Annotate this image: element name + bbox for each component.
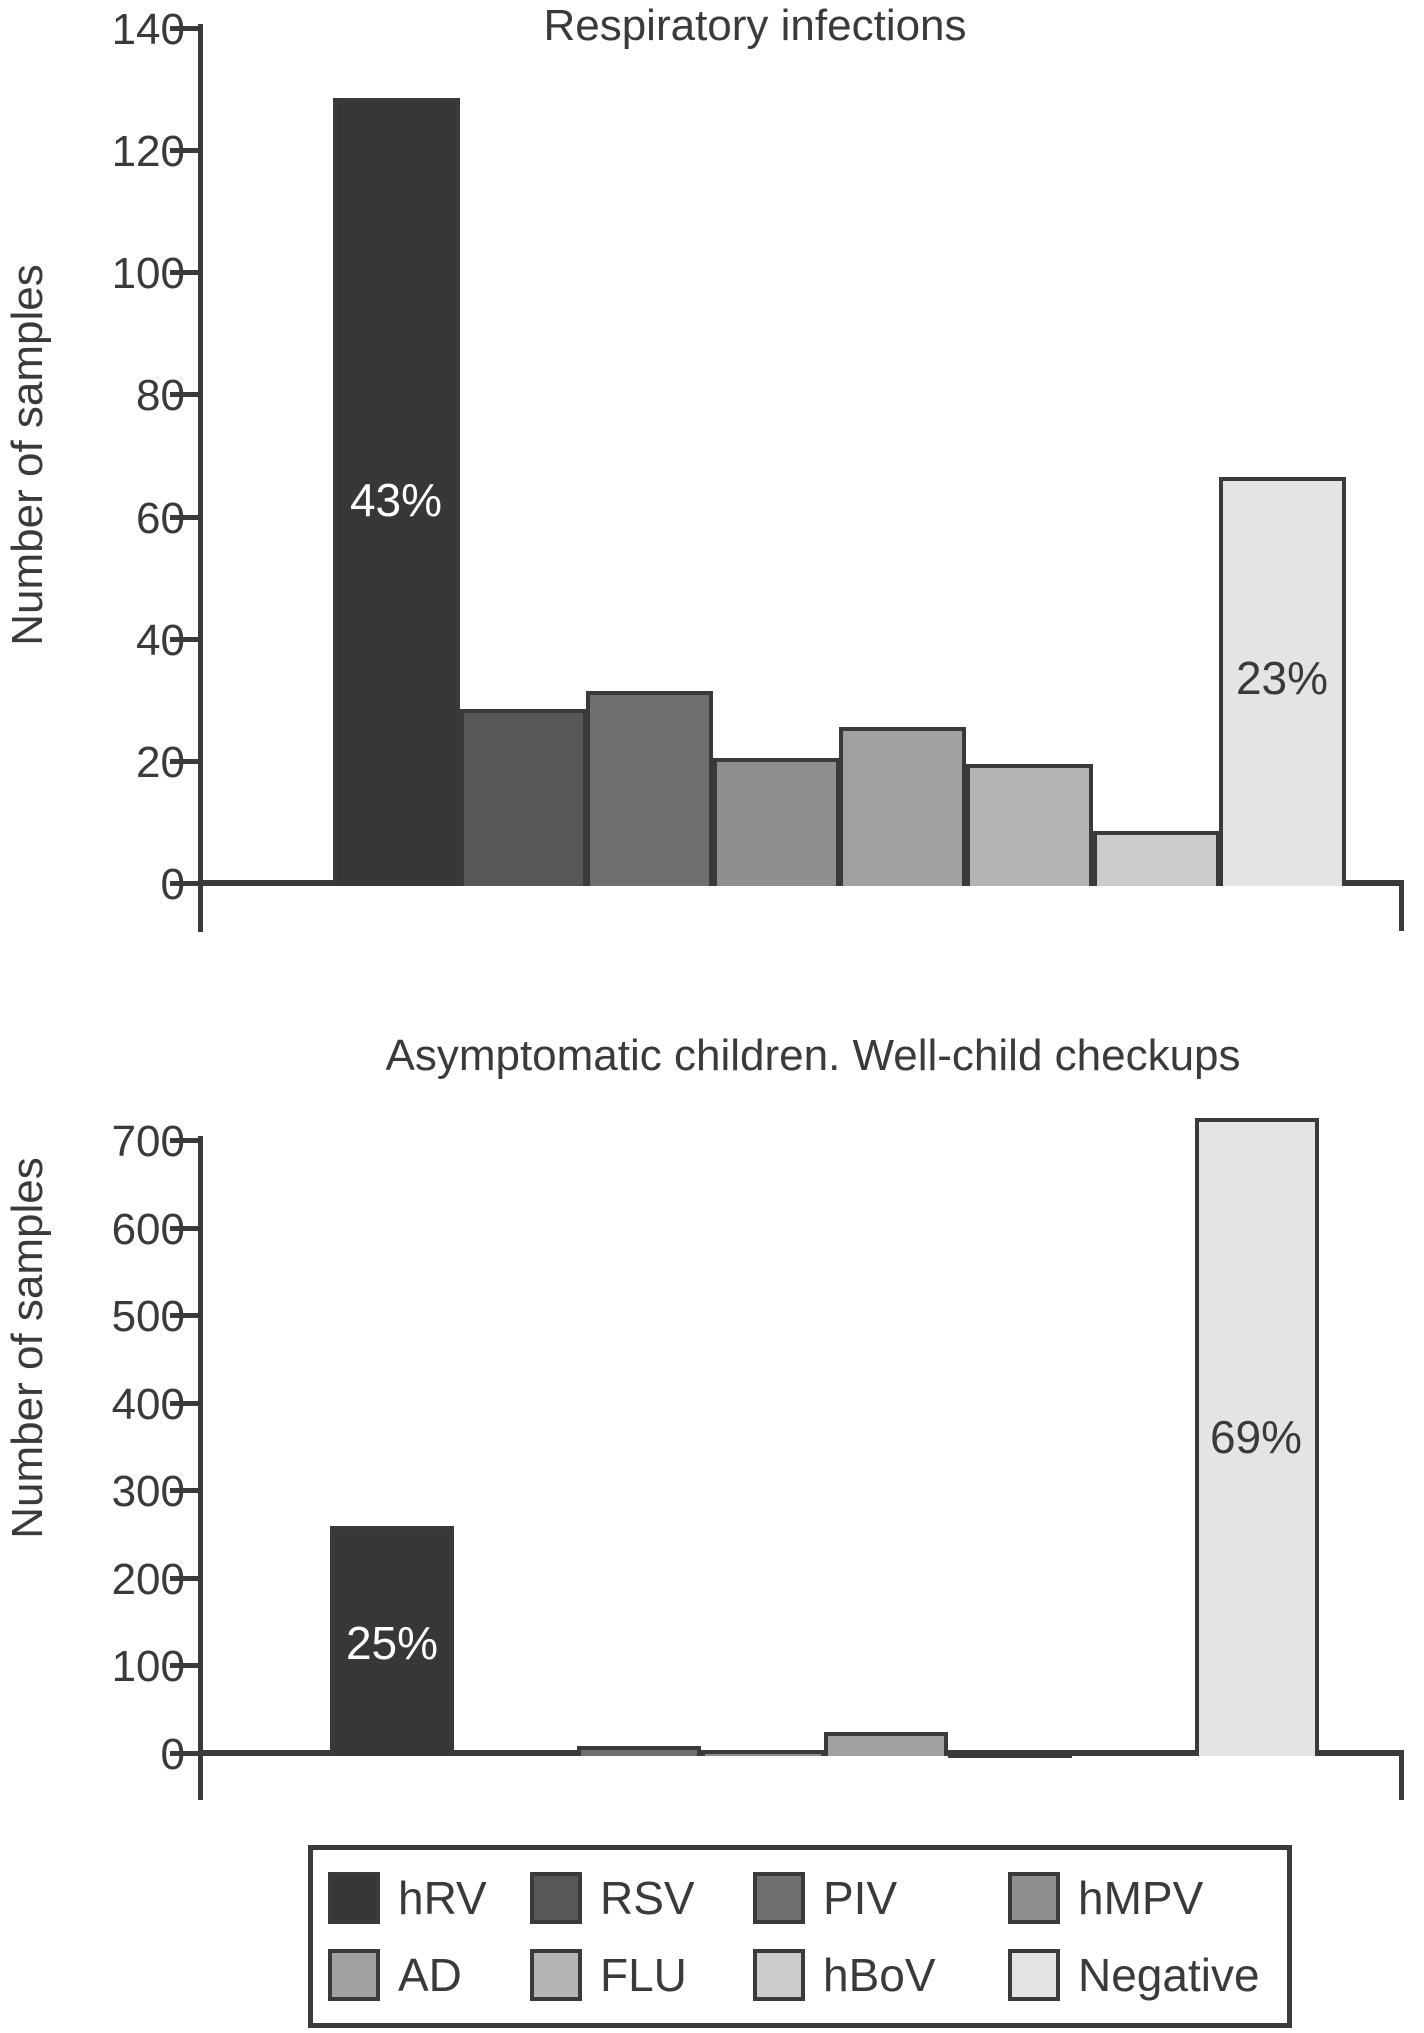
hmpv-swatch-icon <box>1008 1872 1060 1925</box>
negative-swatch-icon <box>1008 1948 1060 2001</box>
y-axis-line <box>198 1136 203 1800</box>
bar-hMPV <box>701 1750 825 1756</box>
flu-swatch-icon <box>530 1948 582 2001</box>
y-tick-label: 300 <box>111 1467 185 1517</box>
legend-item-piv: PIV <box>753 1872 1008 1925</box>
y-tick <box>170 1225 198 1231</box>
y-tick-label: 120 <box>111 127 185 177</box>
bar-percentage-label-Negative: 23% <box>1235 652 1329 704</box>
y-tick <box>170 881 198 886</box>
legend-item-label: RSV <box>600 1872 695 1925</box>
y-tick-label: 600 <box>111 1204 185 1254</box>
y-tick <box>170 1751 198 1756</box>
legend-item-flu: FLU <box>530 1948 753 2001</box>
y-tick-label: 400 <box>111 1379 185 1429</box>
bar-PIV <box>577 1746 701 1756</box>
legend-item-hmpv: hMPV <box>1008 1872 1287 1925</box>
y-tick <box>170 1575 198 1581</box>
y-tick <box>170 392 198 398</box>
legend-item-label: FLU <box>600 1948 687 2001</box>
legend-item-hbov: hBoV <box>753 1948 1008 2001</box>
legend: hRV RSV PIV hMPV AD FLU hBoV Negative <box>308 1845 1292 2028</box>
y-tick-label: 0 <box>160 1730 185 1779</box>
y-axis-label: Number of samples <box>3 264 52 646</box>
piv-swatch-icon <box>753 1872 805 1925</box>
legend-item-negative: Negative <box>1008 1948 1287 2001</box>
y-tick-label: 40 <box>136 615 185 665</box>
bar-AD <box>824 1732 948 1756</box>
legend-item-label: hMPV <box>1078 1872 1204 1925</box>
y-tick-label: 100 <box>111 1642 185 1692</box>
y-tick-label: 0 <box>160 860 185 909</box>
legend-item-label: Negative <box>1078 1948 1260 2001</box>
bar-PIV <box>586 691 713 886</box>
legend-item-hrv: hRV <box>328 1872 530 1925</box>
y-tick <box>170 1663 198 1669</box>
legend-item-rsv: RSV <box>530 1872 753 1925</box>
legend-item-label: hRV <box>398 1872 487 1925</box>
bar-RSV <box>454 1752 578 1756</box>
legend-item-label: hBoV <box>823 1948 936 2001</box>
bar-hMPV <box>713 758 840 886</box>
legend-item-label: PIV <box>823 1872 898 1925</box>
y-tick-label: 60 <box>136 493 185 543</box>
y-tick <box>170 1313 198 1319</box>
bar-RSV <box>460 709 587 886</box>
y-tick <box>170 758 198 764</box>
y-tick-label: 80 <box>136 371 185 421</box>
y-tick-label: 140 <box>111 5 185 55</box>
ad-swatch-icon <box>328 1948 380 2001</box>
bar-Negative <box>1195 1118 1319 1756</box>
rsv-swatch-icon <box>530 1872 582 1925</box>
chart-asymptomatic-children: Asymptomatic children. Well-child checku… <box>0 1000 1424 1833</box>
y-tick-label: 700 <box>111 1117 185 1166</box>
y-tick <box>170 514 198 520</box>
bar-FLU <box>966 764 1093 886</box>
y-tick <box>170 26 198 32</box>
bar-hRV <box>330 1526 454 1756</box>
y-tick <box>170 148 198 154</box>
bar-FLU <box>948 1754 1072 1758</box>
y-tick-label: 20 <box>136 737 185 787</box>
y-tick <box>170 1488 198 1494</box>
y-tick <box>170 1400 198 1406</box>
x-axis-end-tick <box>1399 886 1404 931</box>
hrv-swatch-icon <box>328 1872 380 1925</box>
bar-percentage-label-hRV: 43% <box>349 474 443 526</box>
chart-respiratory-infections: Respiratory infections Number of samples… <box>0 0 1424 1000</box>
y-tick-label: 500 <box>111 1292 185 1342</box>
bar-Negative <box>1219 477 1346 886</box>
chart-title: Respiratory infections <box>543 1 967 50</box>
bar-AD <box>839 727 966 886</box>
y-tick-label: 200 <box>111 1554 185 1604</box>
bar-percentage-label-hRV: 25% <box>345 1617 439 1669</box>
y-tick <box>170 270 198 276</box>
bar-hRV <box>333 98 460 886</box>
x-axis-end-tick <box>1399 1756 1404 1800</box>
y-tick <box>170 636 198 642</box>
bar-hBoV <box>1071 1752 1195 1756</box>
hbov-swatch-icon <box>753 1948 805 2001</box>
y-tick-label: 100 <box>111 249 185 299</box>
bar-percentage-label-Negative: 69% <box>1209 1411 1303 1463</box>
bar-hBoV <box>1093 831 1220 886</box>
legend-item-label: AD <box>398 1948 462 2001</box>
y-axis-line <box>198 24 203 932</box>
chart-title: Asymptomatic children. Well-child checku… <box>385 1031 1241 1080</box>
y-tick <box>170 1138 198 1143</box>
legend-item-ad: AD <box>328 1948 530 2001</box>
